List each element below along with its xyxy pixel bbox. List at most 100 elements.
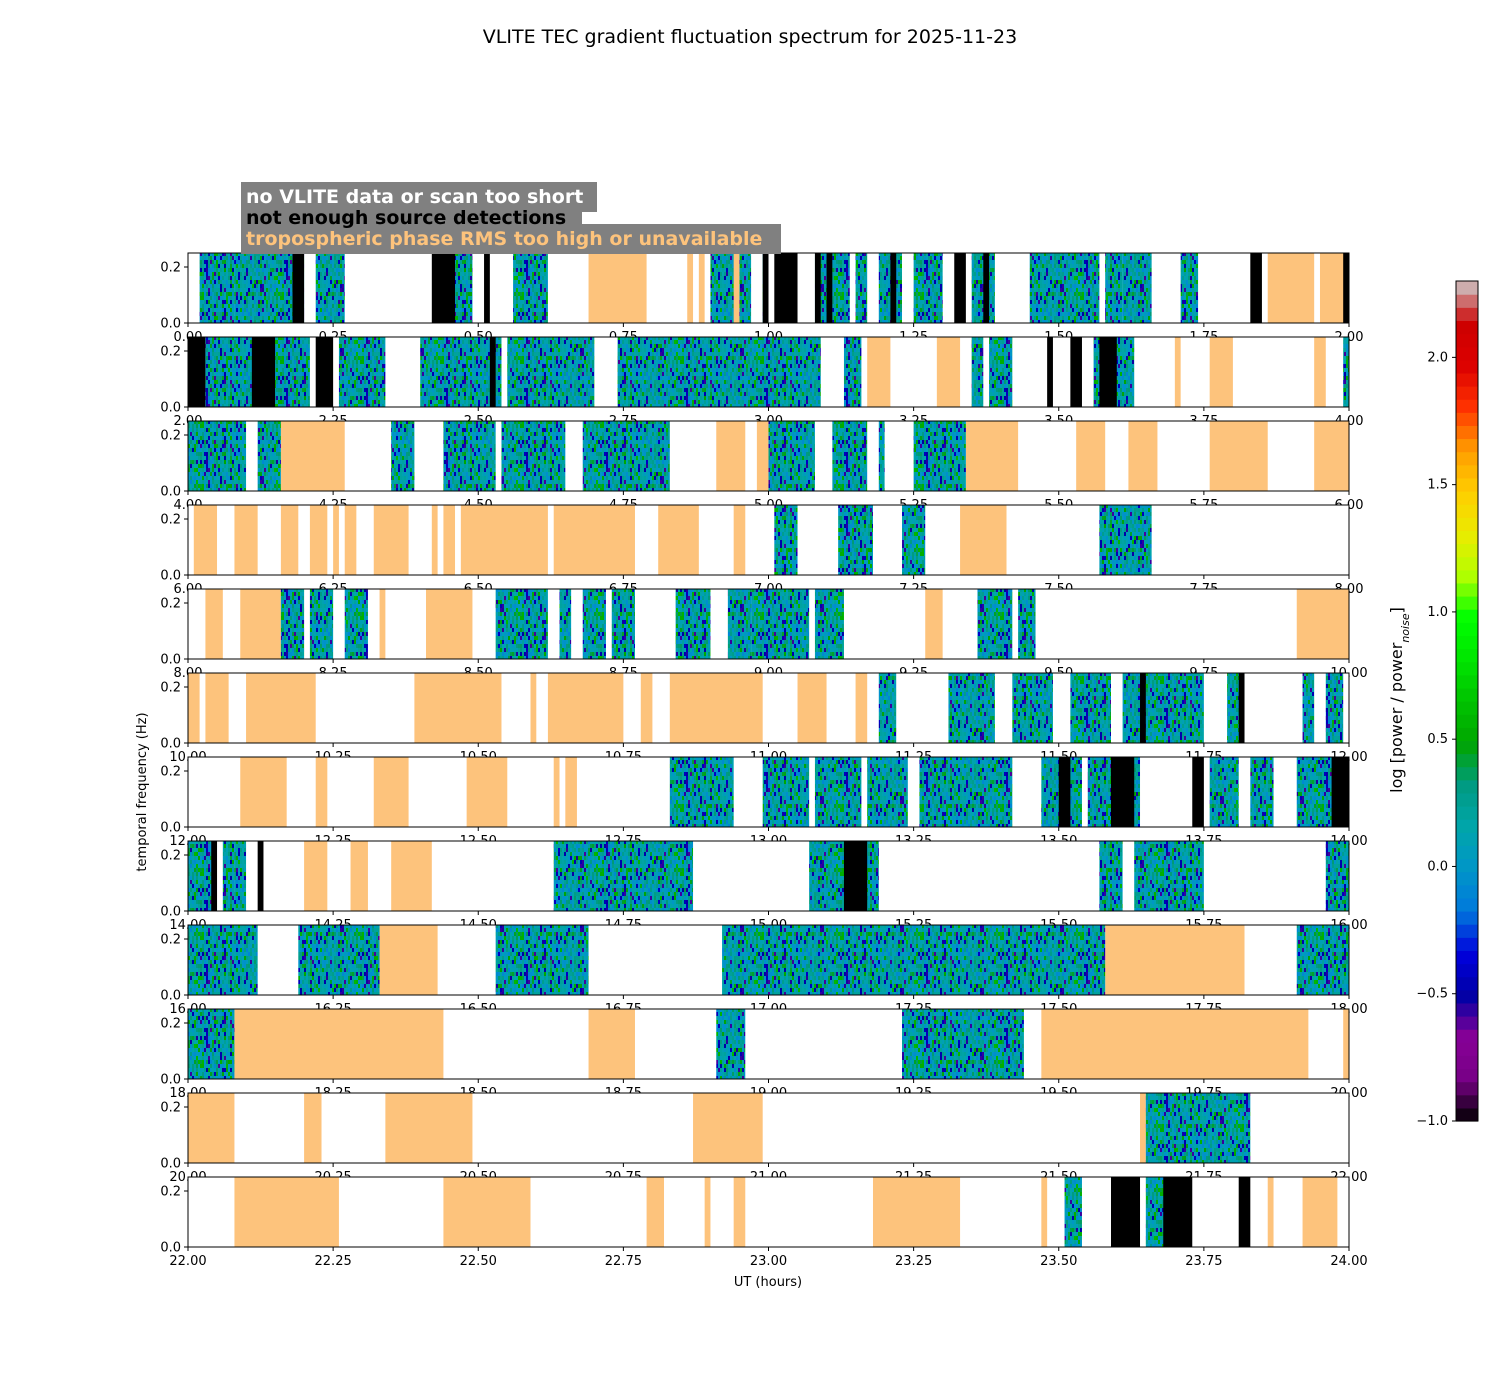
spectrum-segment: [762, 757, 810, 827]
panel-11: 0.0 0.2 22.00 22.25 22.50 22.75 23.00 23.25 23.5…: [160, 1176, 1368, 1269]
no-detection-band: [826, 253, 833, 323]
colorbar-step: [1456, 674, 1478, 689]
troposphere-band: [443, 1177, 531, 1247]
panel-6: 0.00.212.0012.2512.5012.7513.0013.2513.5…: [160, 756, 1368, 849]
colorbar-step: [1456, 1002, 1478, 1017]
troposphere-band: [588, 253, 647, 323]
troposphere-band: [414, 673, 502, 743]
spectrum-segment: [855, 253, 868, 323]
no-detection-band: [1058, 757, 1071, 827]
troposphere-band: [1140, 1093, 1146, 1163]
spectrum-segment: [257, 421, 281, 491]
spectrum-segment: [838, 505, 873, 575]
y-tick-label: 0.0: [160, 485, 181, 500]
troposphere-band: [687, 253, 694, 323]
troposphere-band: [460, 505, 548, 575]
colorbar-step: [1456, 491, 1478, 505]
colorbar-step: [1456, 333, 1478, 348]
colorbar-step: [1456, 963, 1478, 978]
y-tick-label: 0.2: [160, 597, 181, 612]
spectrum-segment: [222, 841, 235, 911]
troposphere-band: [304, 1093, 322, 1163]
y-tick-label: 0.2: [160, 261, 181, 276]
troposphere-band: [965, 421, 1019, 491]
y-tick-label: 0.2: [160, 513, 181, 528]
colorbar-step: [1456, 425, 1478, 440]
troposphere-band: [1174, 337, 1181, 407]
spectrum-segment: [553, 841, 694, 911]
spectrum-segment: [902, 505, 926, 575]
troposphere-band: [205, 673, 229, 743]
panel-5: 0.00.210.0010.2510.5010.7511.0011.2511.5…: [160, 672, 1368, 765]
spectrum-segment: [1122, 253, 1152, 323]
spectrum-segment: [768, 421, 815, 491]
colorbar-step: [1456, 819, 1478, 833]
spectrum-segment: [443, 421, 496, 491]
troposphere-band: [733, 505, 746, 575]
spectrum-segment: [843, 337, 862, 407]
no-detection-band: [1192, 757, 1204, 827]
spectrum-segment: [611, 589, 635, 659]
troposphere-band: [240, 757, 287, 827]
colorbar-label-main: log [power / power: [1387, 642, 1406, 793]
y-tick-label: 0.0: [160, 1073, 181, 1088]
no-detection-band: [1238, 673, 1245, 743]
spectrum-segment: [344, 589, 368, 659]
spectrum-segment: [722, 925, 1106, 995]
panel-10: 0.00.220.0020.2520.5020.7521.0021.2521.5…: [160, 1092, 1368, 1185]
colorbar-step: [1456, 281, 1478, 295]
troposphere-band: [385, 1093, 473, 1163]
y-tick-label: 0.0: [160, 1241, 181, 1256]
legend-box: [241, 224, 781, 254]
colorbar-step: [1456, 806, 1478, 820]
colorbar-tick-label: 0.5: [1427, 732, 1448, 747]
colorbar-step: [1456, 989, 1478, 1004]
spectrum-segment: [1070, 673, 1111, 743]
troposphere-band: [280, 505, 299, 575]
colorbar-step: [1456, 622, 1478, 636]
troposphere-band: [1314, 337, 1326, 407]
troposphere-band: [234, 1177, 339, 1247]
spectrum-segment: [878, 673, 897, 743]
no-detection-band: [890, 253, 897, 323]
colorbar-label: log [power / powernoise]: [1387, 607, 1412, 793]
colorbar-step: [1456, 911, 1478, 925]
no-detection-band: [489, 337, 496, 407]
colorbar-label-end: ]: [1387, 607, 1406, 613]
colorbar-step: [1456, 596, 1478, 610]
troposphere-band: [646, 1177, 665, 1247]
colorbar-step: [1456, 701, 1478, 715]
y-tick-label: 0.0: [160, 737, 181, 752]
troposphere-band: [1296, 589, 1349, 659]
troposphere-band: [373, 505, 409, 575]
spectrum-segment: [1343, 337, 1349, 407]
spectrum-segment: [814, 589, 844, 659]
troposphere-band: [733, 1177, 746, 1247]
colorbar-label-subscript: noise: [1399, 613, 1412, 642]
troposphere-band: [431, 505, 438, 575]
spectrum-segment: [495, 925, 589, 995]
troposphere-band: [565, 757, 577, 827]
no-detection-band: [1163, 1177, 1193, 1247]
colorbar-step: [1456, 1068, 1478, 1083]
y-tick-label: 0.2: [160, 765, 181, 780]
troposphere-band: [379, 589, 386, 659]
colorbar-tick-label: 2.0: [1427, 350, 1448, 365]
troposphere-band: [867, 337, 891, 407]
spectrum-segment: [919, 757, 1013, 827]
troposphere-band: [234, 505, 258, 575]
troposphere-band: [240, 589, 281, 659]
troposphere-band: [391, 841, 432, 911]
y-tick-label: 0.0: [160, 317, 181, 332]
spectrum-segment: [1105, 253, 1123, 323]
spectrum-segment: [814, 757, 862, 827]
colorbar-step: [1456, 438, 1478, 453]
colorbar-step: [1456, 687, 1478, 702]
colorbar-step: [1456, 740, 1478, 755]
troposphere-band: [640, 673, 653, 743]
colorbar-tick-label: −0.5: [1416, 987, 1448, 1002]
spectrum-segment: [1122, 673, 1204, 743]
colorbar-step: [1456, 648, 1478, 663]
troposphere-band: [1076, 421, 1106, 491]
